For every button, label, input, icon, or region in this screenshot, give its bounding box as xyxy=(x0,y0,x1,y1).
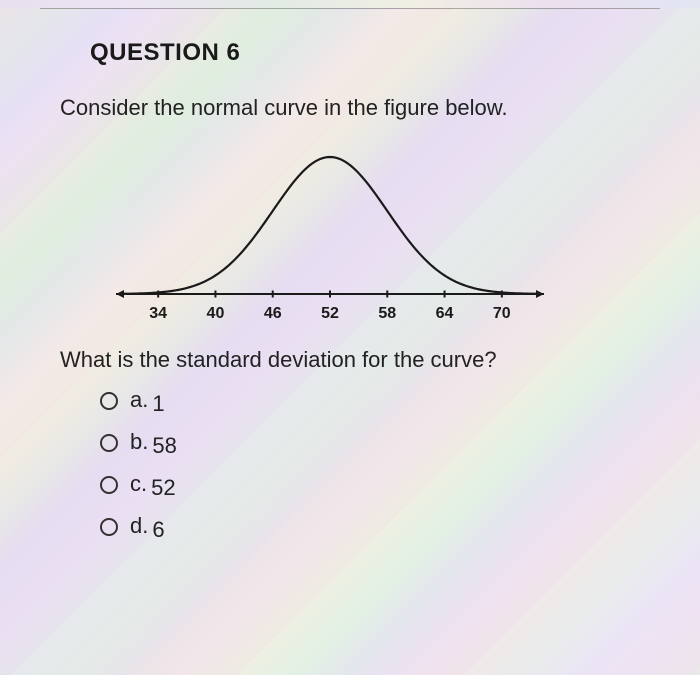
question-title: QUESTION 6 xyxy=(90,39,640,67)
svg-text:34: 34 xyxy=(149,305,167,322)
svg-text:70: 70 xyxy=(493,305,511,322)
option-letter: b. xyxy=(130,429,148,455)
option-letter: c. xyxy=(130,471,147,497)
options-list: a. 1 b. 58 c. 52 d. 6 xyxy=(100,387,640,539)
normal-curve-chart: 34 40 46 52 58 64 70 xyxy=(110,139,550,329)
svg-text:52: 52 xyxy=(321,305,339,322)
option-value: 6 xyxy=(152,517,164,543)
svg-text:40: 40 xyxy=(207,305,225,322)
option-c[interactable]: c. 52 xyxy=(100,471,640,497)
question-prompt: Consider the normal curve in the figure … xyxy=(60,95,640,121)
normal-curve-svg: 34 40 46 52 58 64 70 xyxy=(110,139,550,329)
option-d[interactable]: d. 6 xyxy=(100,513,640,539)
option-letter: a. xyxy=(130,387,148,413)
option-a[interactable]: a. 1 xyxy=(100,387,640,413)
question-block: QUESTION 6 Consider the normal curve in … xyxy=(0,9,700,575)
svg-text:58: 58 xyxy=(378,305,396,322)
option-value: 58 xyxy=(152,433,176,459)
option-letter: d. xyxy=(130,513,148,539)
question-subprompt: What is the standard deviation for the c… xyxy=(60,347,640,373)
radio-icon xyxy=(100,518,118,536)
svg-text:64: 64 xyxy=(436,305,454,322)
radio-icon xyxy=(100,434,118,452)
svg-text:46: 46 xyxy=(264,305,282,322)
option-value: 52 xyxy=(151,475,175,501)
radio-icon xyxy=(100,392,118,410)
option-value: 1 xyxy=(152,391,164,417)
radio-icon xyxy=(100,476,118,494)
option-b[interactable]: b. 58 xyxy=(100,429,640,455)
